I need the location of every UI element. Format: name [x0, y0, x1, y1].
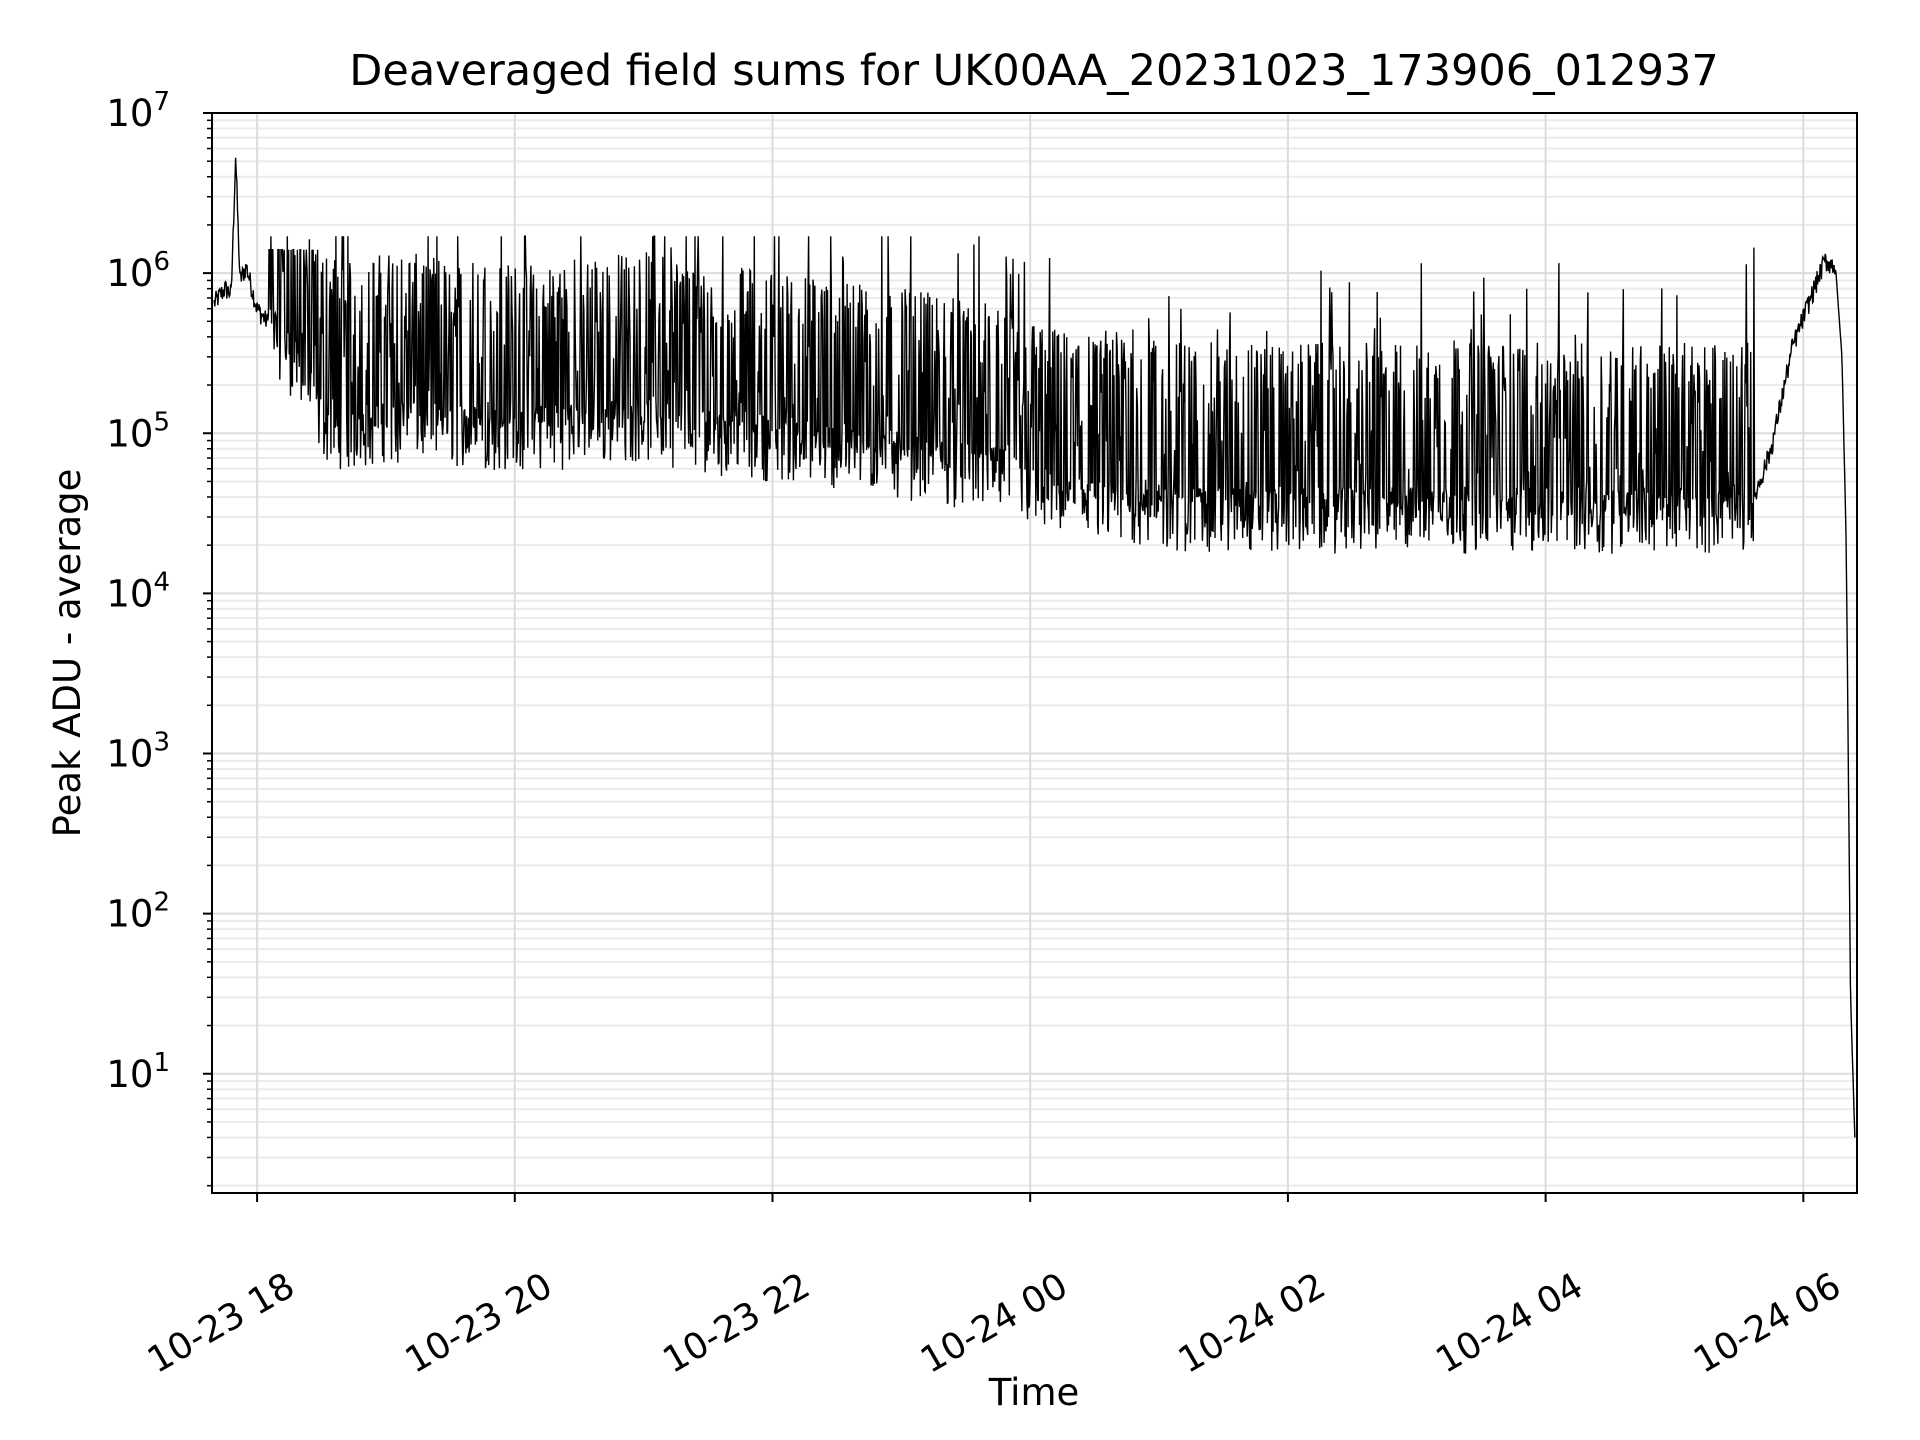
chart-title: Deaveraged field sums for UK00AA_2023102… — [349, 46, 1719, 96]
y-tick-exponent: 5 — [153, 407, 170, 437]
x-axis-label: Time — [988, 1371, 1080, 1414]
y-axis-label: Peak ADU - average — [46, 469, 89, 838]
line-layer — [213, 157, 1856, 1138]
y-tick-exponent: 2 — [153, 888, 170, 918]
y-tick-exponent: 6 — [153, 247, 170, 277]
y-tick-exponent: 4 — [153, 567, 170, 597]
y-tick-exponent: 3 — [153, 728, 170, 758]
y-tick-exponent: 1 — [153, 1048, 170, 1078]
tick-layer — [203, 112, 1805, 1202]
y-tick-exponent: 7 — [153, 87, 170, 117]
plot-frame — [211, 112, 1858, 1194]
series-line — [213, 157, 1856, 1138]
